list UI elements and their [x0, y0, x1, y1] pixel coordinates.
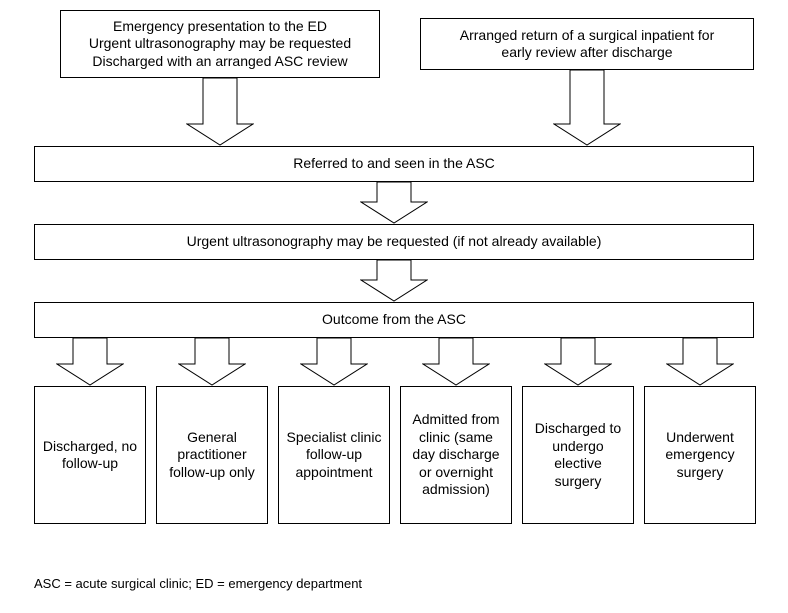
node-outcome-admitted: Admitted from clinic (same day discharge…	[400, 386, 512, 524]
flowchart-canvas: Emergency presentation to the ED Urgent …	[0, 0, 788, 613]
node-outcome-discharged-nofu: Discharged, no follow-up	[34, 386, 146, 524]
arrow-icon	[56, 338, 124, 386]
arrow-icon	[553, 70, 621, 146]
node-entry-ed: Emergency presentation to the ED Urgent …	[60, 10, 380, 78]
node-outcome-emergency-surgery: Underwent emergency surgery	[644, 386, 756, 524]
text-line: Emergency presentation to the ED	[113, 18, 327, 36]
node-label: General practitioner follow-up only	[163, 429, 261, 482]
footnote-abbreviations: ASC = acute surgical clinic; ED = emerge…	[34, 576, 362, 591]
node-label: Outcome from the ASC	[322, 311, 466, 329]
node-outcome-gp-fu: General practitioner follow-up only	[156, 386, 268, 524]
text-line: Urgent ultrasonography may be requested	[89, 35, 351, 53]
arrow-icon	[666, 338, 734, 386]
node-label: Discharged to undergo elective surgery	[529, 420, 627, 490]
node-entry-return: Arranged return of a surgical inpatient …	[420, 18, 754, 70]
text-line: Arranged return of a surgical inpatient …	[460, 27, 714, 45]
node-referred-asc: Referred to and seen in the ASC	[34, 146, 754, 182]
node-label: Specialist clinic follow-up appointment	[285, 429, 383, 482]
arrow-icon	[186, 78, 254, 146]
node-outcome-specialist-fu: Specialist clinic follow-up appointment	[278, 386, 390, 524]
text-line: Discharged with an arranged ASC review	[92, 53, 347, 71]
arrow-icon	[300, 338, 368, 386]
text-line: early review after discharge	[501, 44, 672, 62]
arrow-icon	[178, 338, 246, 386]
arrow-icon	[360, 182, 428, 224]
node-label: Underwent emergency surgery	[651, 429, 749, 482]
node-label: Referred to and seen in the ASC	[293, 155, 495, 173]
arrow-icon	[422, 338, 490, 386]
arrow-icon	[544, 338, 612, 386]
node-label: Admitted from clinic (same day discharge…	[407, 411, 505, 499]
node-outcome-elective-surgery: Discharged to undergo elective surgery	[522, 386, 634, 524]
node-outcome-asc: Outcome from the ASC	[34, 302, 754, 338]
node-label: Urgent ultrasonography may be requested …	[187, 233, 602, 251]
node-label: Discharged, no follow-up	[41, 438, 139, 473]
arrow-icon	[360, 260, 428, 302]
node-urgent-us: Urgent ultrasonography may be requested …	[34, 224, 754, 260]
